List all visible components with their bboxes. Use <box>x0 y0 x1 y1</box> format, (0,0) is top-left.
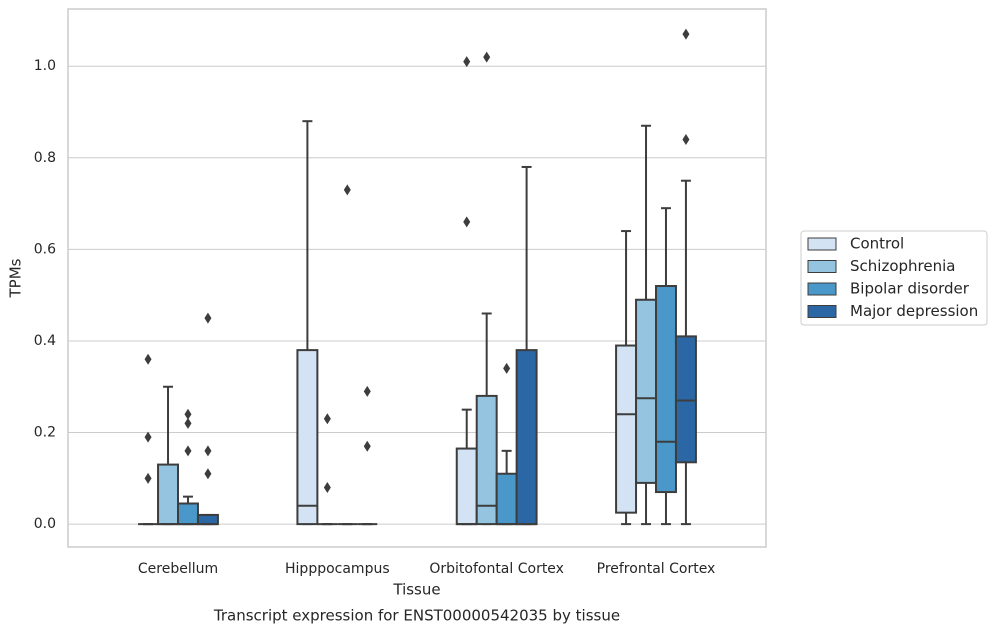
legend-swatch <box>807 237 837 251</box>
legend-frame <box>800 230 988 326</box>
box <box>296 349 319 526</box>
y-tick-label: 1.0 <box>34 58 56 74</box>
outlier <box>363 385 371 397</box>
outlier <box>184 445 192 457</box>
box-group <box>196 312 219 526</box>
box <box>655 285 677 494</box>
box-group <box>357 385 378 526</box>
plot-frame <box>67 8 767 548</box>
outlier <box>204 445 212 457</box>
outlier <box>363 440 371 452</box>
box-group <box>317 413 338 526</box>
outlier <box>144 472 152 484</box>
legend-swatch <box>807 260 837 273</box>
box <box>455 447 478 526</box>
box <box>157 463 180 526</box>
x-tick-label: Hipppocampus <box>285 561 390 577</box>
x-tick-label: Prefrontal Cortex <box>597 561 716 577</box>
outlier <box>483 51 491 63</box>
box-group <box>615 230 638 526</box>
outlier <box>184 408 192 420</box>
outlier <box>682 133 690 145</box>
y-tick-label: 0.0 <box>34 516 56 532</box>
legend-label: Major depression <box>850 302 978 320</box>
x-tick-label: Orbitofontal Cortex <box>429 561 564 577</box>
box-group <box>157 385 180 526</box>
box <box>196 513 219 526</box>
box <box>475 394 498 526</box>
box <box>635 298 658 484</box>
outlier <box>144 353 152 365</box>
y-axis-label: TPMs <box>7 258 25 298</box>
outlier <box>463 216 471 228</box>
outlier <box>204 468 212 480</box>
legend-label: Control <box>850 235 904 253</box>
legend-label: Bipolar disorder <box>850 280 970 298</box>
outlier <box>682 28 690 40</box>
box-group <box>177 408 199 526</box>
outlier <box>343 184 351 196</box>
y-tick-label: 0.2 <box>34 425 56 441</box>
box-group <box>455 56 478 526</box>
chart-title: Transcript expression for ENST0000054203… <box>213 607 620 625</box>
x-tick-label: Cerebellum <box>138 561 218 577</box>
outlier <box>144 431 152 443</box>
legend-swatch <box>807 305 837 318</box>
outlier <box>463 56 471 68</box>
box-group <box>337 184 358 526</box>
x-axis-label: Tissue <box>392 581 440 599</box>
outlier <box>323 413 331 425</box>
outlier <box>184 417 192 429</box>
box-group <box>635 124 658 526</box>
legend-swatch <box>807 282 837 296</box>
box-group <box>296 120 319 526</box>
box-group <box>674 28 697 526</box>
box-group <box>515 165 538 526</box>
box-group <box>495 362 518 526</box>
box-group <box>655 207 677 526</box>
box <box>177 502 199 526</box>
outlier <box>323 481 331 493</box>
box-group <box>475 51 498 526</box>
outlier <box>503 362 511 374</box>
box <box>615 344 638 514</box>
box <box>674 335 697 464</box>
box <box>515 349 538 526</box>
outlier <box>204 312 212 324</box>
y-tick-label: 0.6 <box>34 241 56 257</box>
y-tick-label: 0.8 <box>34 150 56 166</box>
box-group <box>138 353 159 526</box>
box <box>495 472 518 526</box>
legend-label: Schizophrenia <box>850 257 955 275</box>
y-tick-label: 0.4 <box>34 333 56 349</box>
